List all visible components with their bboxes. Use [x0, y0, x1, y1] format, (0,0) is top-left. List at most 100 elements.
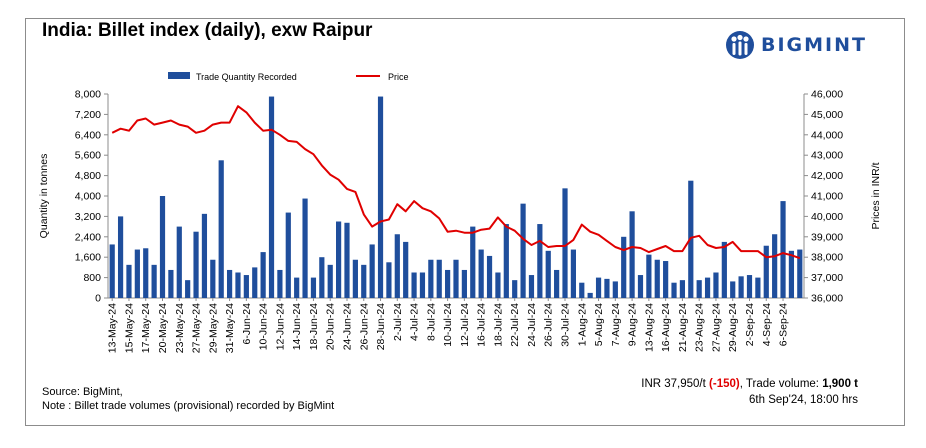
- quantity-bar: [419, 272, 426, 298]
- summary-change: (-150): [709, 378, 740, 390]
- left-tick-label: 2,400: [75, 231, 101, 243]
- left-tick-label: 8,000: [75, 89, 101, 101]
- x-tick-label: 26-Jul-24: [543, 303, 555, 347]
- summary-volume-label: Trade volume:: [745, 378, 819, 390]
- left-tick-label: 5,600: [75, 150, 101, 162]
- quantity-bar: [386, 262, 392, 298]
- quantity-bar: [495, 272, 501, 298]
- x-tick-label: 10-Jun-24: [258, 303, 270, 350]
- quantity-bar: [310, 277, 317, 298]
- x-tick-label: 30-Jul-24: [560, 303, 572, 347]
- source-text: Source: BigMint,: [42, 386, 123, 398]
- right-tick-label: 46,000: [811, 89, 843, 101]
- x-tick-label: 23-May-24: [174, 303, 186, 353]
- x-tick-label: 16-Aug-24: [660, 303, 672, 352]
- x-tick-label: 24-Jun-24: [342, 303, 354, 350]
- quantity-bar: [428, 259, 434, 298]
- x-tick-label: 9-Aug-24: [627, 303, 639, 346]
- x-tick-label: 29-Aug-24: [727, 303, 739, 352]
- quantity-bar: [453, 259, 459, 298]
- quantity-bar: [109, 244, 115, 298]
- quantity-bar: [277, 269, 283, 298]
- x-tick-label: 8-Jul-24: [425, 303, 437, 341]
- x-tick-label: 13-May-24: [107, 303, 119, 353]
- right-tick-label: 41,000: [811, 191, 843, 203]
- x-tick-label: 10-Jul-24: [442, 303, 454, 347]
- summary-line-1: INR 37,950/t (-150), Trade volume: 1,900…: [641, 378, 858, 390]
- summary-price: INR 37,950/t: [641, 378, 706, 390]
- quantity-bar: [336, 221, 342, 298]
- quantity-bar: [570, 249, 576, 298]
- quantity-bar: [210, 259, 216, 298]
- quantity-bar: [470, 226, 476, 298]
- quantity-bar: [369, 244, 375, 298]
- quantity-bar: [134, 249, 140, 298]
- price-summary: INR 37,950/t (-150), Trade volume: 1,900…: [620, 376, 858, 408]
- quantity-bar: [327, 264, 333, 298]
- legend-bar-label: Trade Quantity Recorded: [196, 72, 297, 82]
- right-tick-label: 42,000: [811, 170, 843, 182]
- x-tick-label: 27-Aug-24: [711, 303, 723, 352]
- quantity-bar: [612, 281, 618, 298]
- quantity-bar: [520, 203, 526, 298]
- quantity-bar: [654, 259, 660, 298]
- x-tick-label: 6-Sep-24: [778, 303, 790, 346]
- quantity-bar: [185, 280, 191, 298]
- left-tick-label: 7,200: [75, 109, 101, 121]
- y-axis-title-right: Prices in INR/t: [870, 162, 882, 229]
- quantity-bar: [260, 252, 266, 298]
- quantity-bar: [671, 282, 677, 298]
- right-tick-label: 45,000: [811, 109, 843, 121]
- quantity-bar: [268, 96, 275, 298]
- x-tick-label: 2-Sep-24: [744, 303, 756, 346]
- brand-logo: BIGMINT: [725, 28, 867, 62]
- summary-timestamp: 6th Sep'24, 18:00 hrs: [749, 394, 858, 406]
- left-tick-label: 6,400: [75, 129, 101, 141]
- quantity-bar: [721, 241, 727, 298]
- legend-line-label: Price: [388, 72, 409, 82]
- quantity-bar: [117, 216, 124, 298]
- x-tick-label: 16-Jul-24: [476, 303, 488, 347]
- x-tick-label: 12-Jun-24: [274, 303, 286, 350]
- x-tick-label: 20-Jun-24: [325, 303, 337, 350]
- quantity-bar: [755, 277, 761, 298]
- quantity-bar: [696, 280, 702, 298]
- x-tick-label: 31-May-24: [224, 303, 236, 353]
- quantity-bar: [126, 264, 132, 298]
- x-tick-label: 5-Aug-24: [593, 303, 605, 346]
- x-tick-label: 18-Jun-24: [308, 303, 320, 350]
- chart-frame: [25, 18, 905, 426]
- quantity-bar: [595, 277, 602, 298]
- note-text: Note : Billet trade volumes (provisional…: [42, 400, 335, 412]
- right-tick-label: 38,000: [811, 252, 843, 264]
- quantity-bar: [193, 231, 199, 298]
- quantity-bar: [780, 201, 786, 298]
- right-tick-label: 36,000: [811, 293, 843, 305]
- quantity-bar: [537, 224, 543, 298]
- price-line: [111, 105, 801, 260]
- x-tick-label: 15-May-24: [124, 303, 136, 353]
- quantity-bar: [486, 255, 493, 298]
- quantity-bar: [528, 275, 535, 298]
- right-tick-label: 43,000: [811, 150, 843, 162]
- legend-bar-swatch: [168, 72, 190, 79]
- right-tick-label: 37,000: [811, 272, 843, 284]
- left-tick-label: 3,200: [75, 211, 101, 223]
- quantity-bar: [235, 272, 241, 298]
- quantity-bar: [252, 267, 258, 298]
- quantity-bar: [344, 222, 350, 298]
- quantity-bar: [201, 213, 208, 298]
- x-tick-label: 20-May-24: [157, 303, 169, 353]
- quantity-bar: [168, 269, 174, 298]
- quantity-bar: [746, 275, 753, 298]
- x-tick-label: 21-Aug-24: [677, 303, 689, 352]
- quantity-bar: [621, 236, 627, 298]
- x-tick-label: 18-Jul-24: [492, 303, 504, 347]
- quantity-bar: [352, 259, 358, 298]
- quantity-bar: [411, 272, 417, 298]
- right-tick-label: 44,000: [811, 129, 843, 141]
- quantity-bar: [629, 211, 635, 298]
- bigmint-logo-icon: [726, 31, 754, 59]
- x-tick-label: 14-Jun-24: [291, 303, 303, 350]
